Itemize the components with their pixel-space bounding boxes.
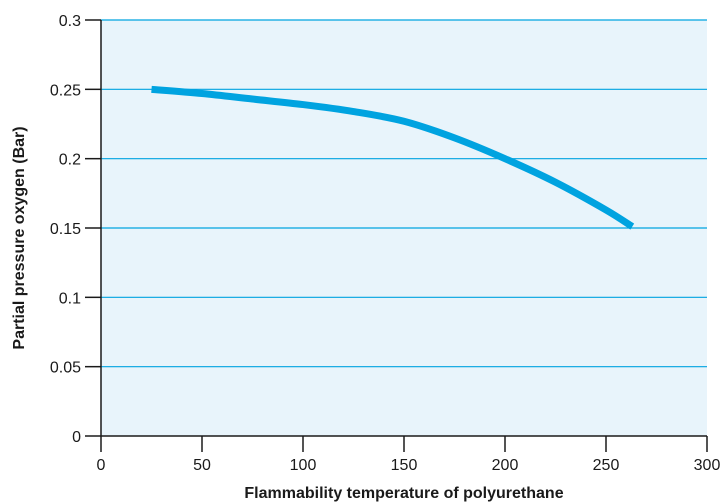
series-layer bbox=[151, 85, 635, 230]
series-line bbox=[151, 85, 635, 230]
x-axis-title: Flammability temperature of polyurethane bbox=[244, 485, 563, 502]
x-tick-label: 100 bbox=[290, 457, 317, 474]
y-tick-label: 0.3 bbox=[59, 13, 81, 30]
x-tick-label: 300 bbox=[694, 457, 721, 474]
x-tick-label: 50 bbox=[193, 457, 211, 474]
y-tick-label: 0.15 bbox=[50, 221, 81, 238]
x-tick-label: 150 bbox=[391, 457, 418, 474]
y-tick-label: 0 bbox=[72, 429, 81, 446]
x-tick-label: 200 bbox=[492, 457, 519, 474]
x-tick-label: 250 bbox=[593, 457, 620, 474]
y-axis: 0 0.05 0.1 0.15 0.2 0.25 0.3 bbox=[50, 13, 102, 446]
y-tick-label: 0.05 bbox=[50, 360, 81, 377]
y-tick-label: 0.1 bbox=[59, 290, 81, 307]
y-axis-title: Partial pressure oxygen (Bar) bbox=[11, 126, 28, 349]
x-axis: 0 50 100 150 200 250 300 bbox=[97, 435, 721, 474]
x-tick-label: 0 bbox=[97, 457, 106, 474]
y-tick-label: 0.2 bbox=[59, 152, 81, 169]
gridlines bbox=[101, 19, 707, 368]
y-tick-label: 0.25 bbox=[50, 82, 81, 99]
